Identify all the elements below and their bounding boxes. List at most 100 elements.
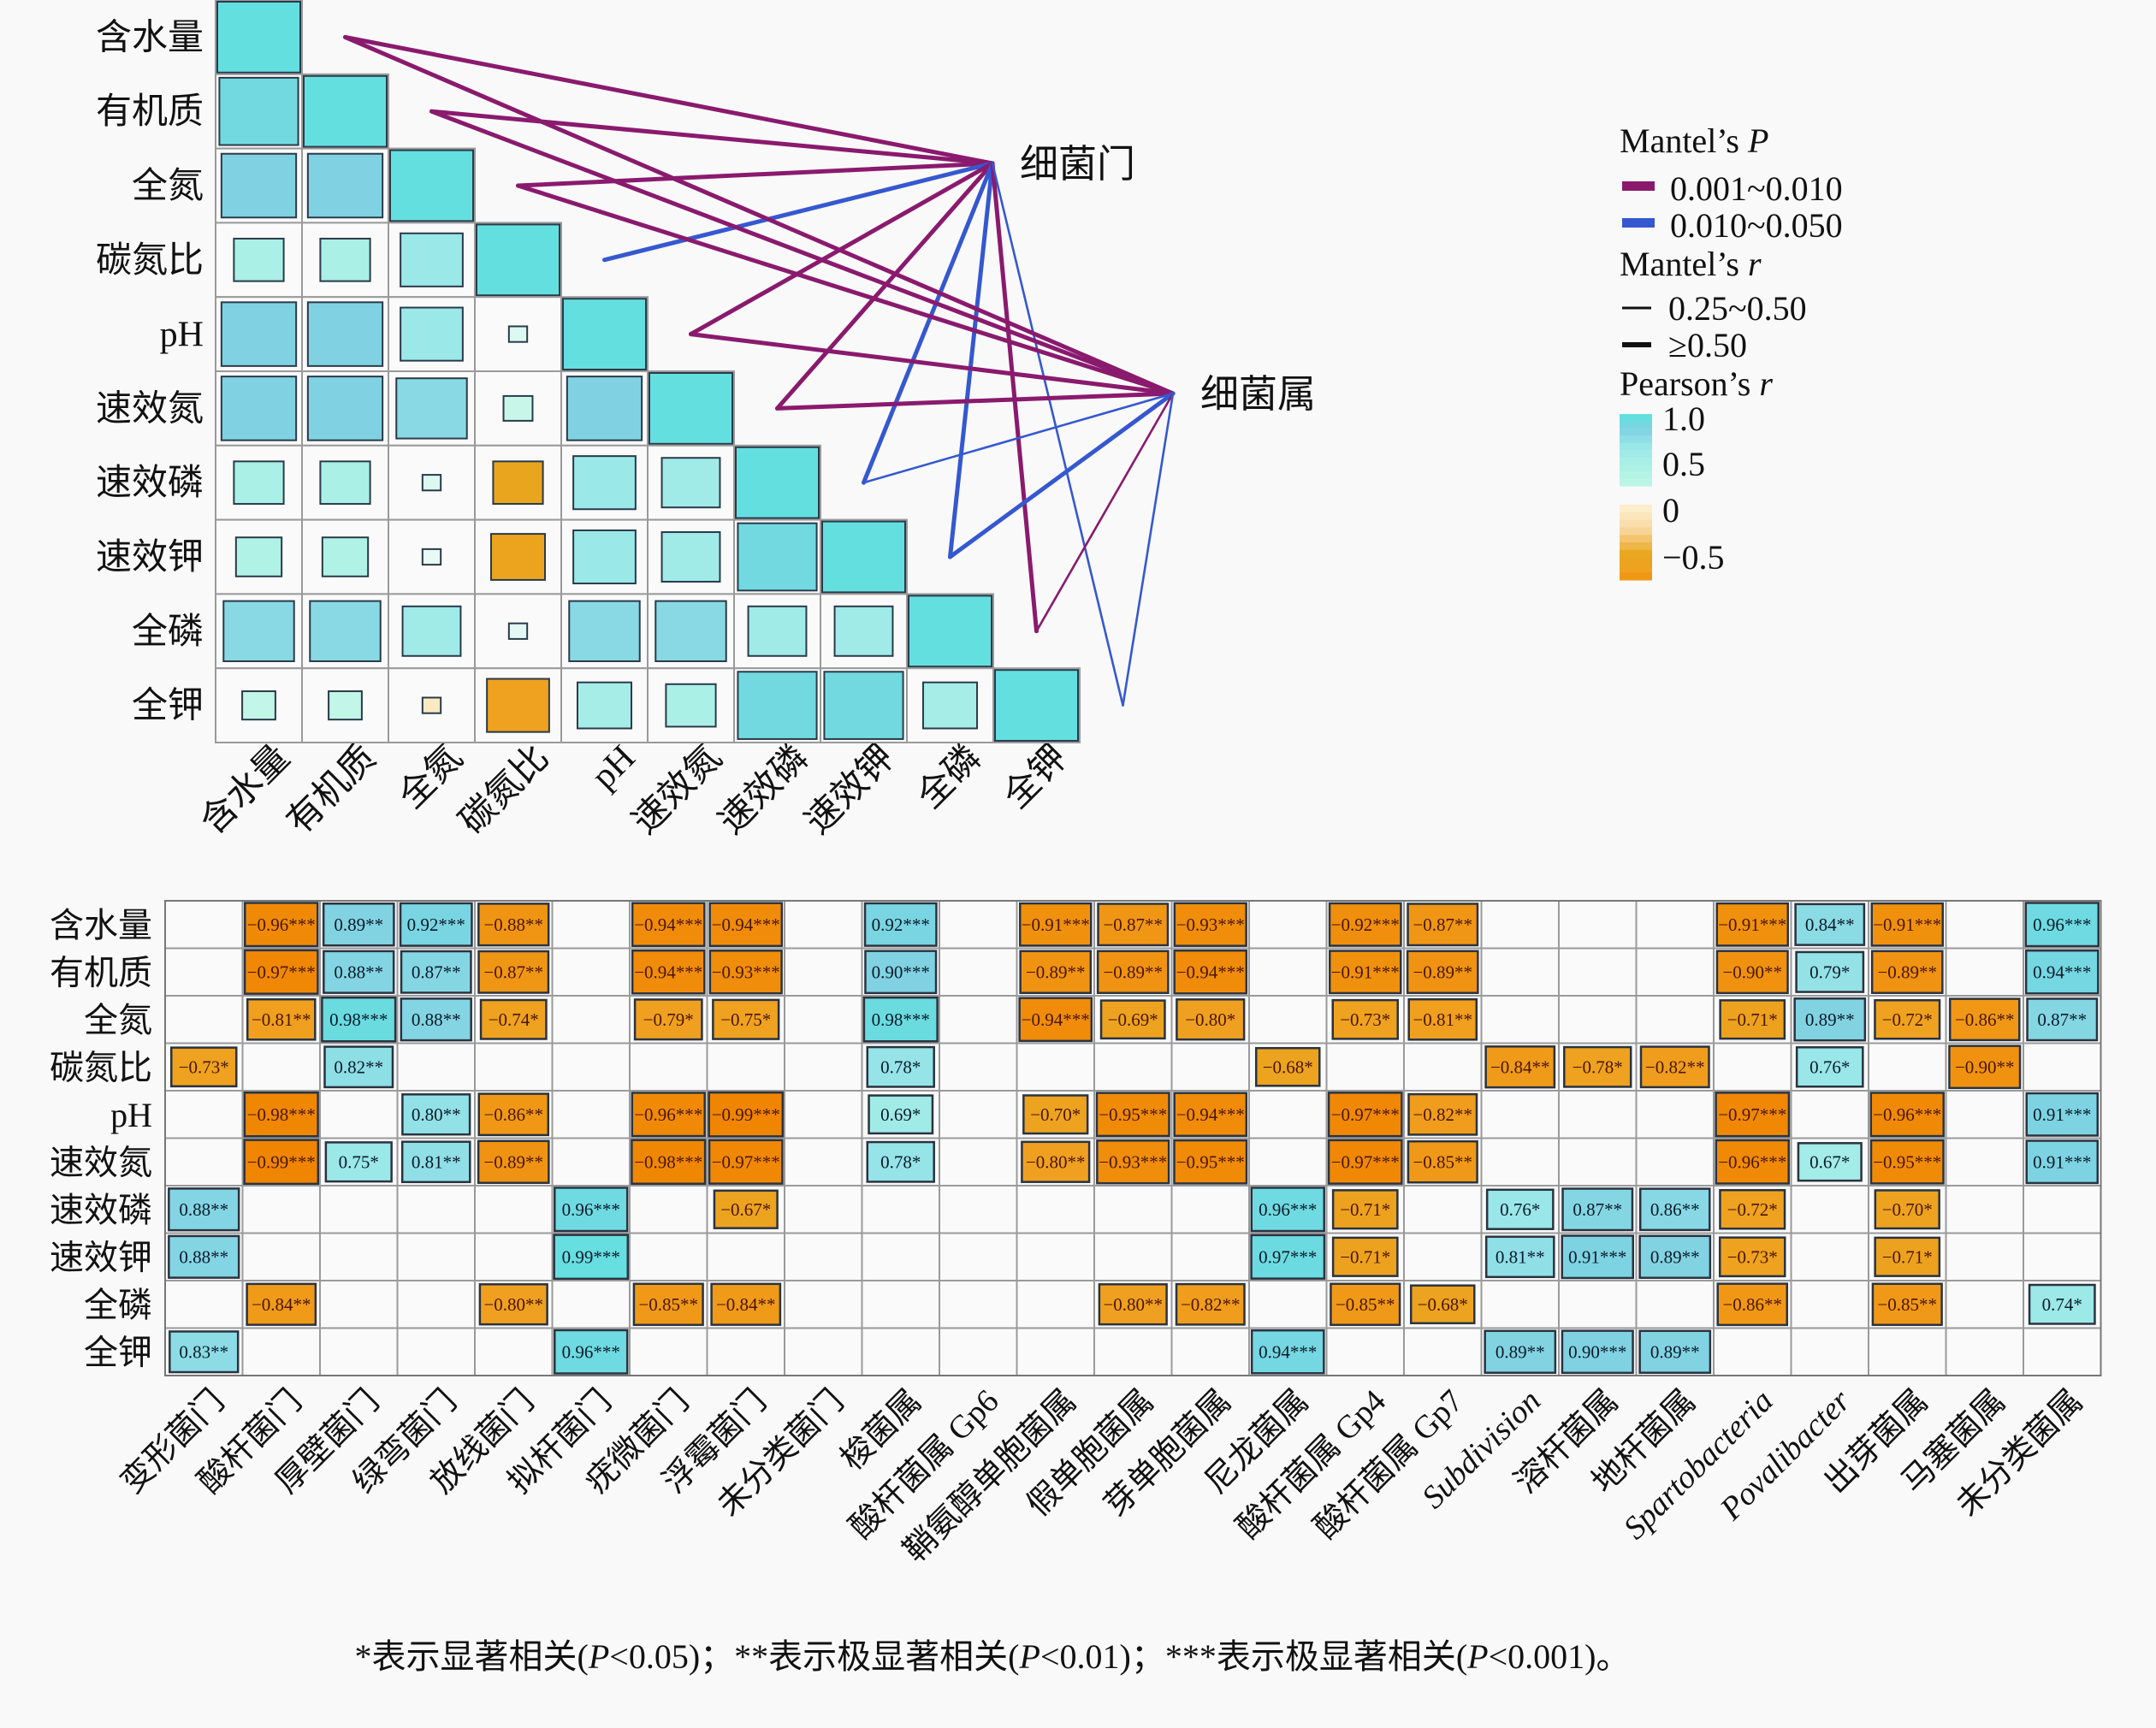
mantel-link-line [689,332,1176,396]
correlation-value: −0.94*** [1176,962,1245,982]
correlation-cell [631,1092,706,1138]
correlation-value: 0.69* [880,1104,921,1125]
correlation-value: 0.82** [334,1056,383,1077]
grid-cell [706,1042,785,1092]
correlation-square [486,678,550,733]
correlation-square [234,536,283,577]
grid-cell [1558,1090,1638,1139]
mantel-link-line [516,161,995,188]
legend-color-scale [1620,549,1652,559]
correlation-cell [477,1139,550,1184]
mantel-source-label: 细菌属 [1200,373,1316,416]
legend-r-label: ≥0.50 [1668,326,1747,364]
row-label: 碳氮比 [50,1048,152,1086]
legend-color-scale [1620,421,1652,429]
correlation-cell [1173,902,1247,947]
grid-cell [396,1280,476,1329]
grid-cell [396,1185,476,1234]
correlation-square [568,600,641,662]
grid-cell [241,1042,321,1092]
correlation-cell [708,902,784,948]
correlation-cell [1874,1189,1940,1230]
grid-cell [241,1185,321,1234]
correlation-value: 0.88** [179,1199,228,1220]
correlation-value: 0.89** [1650,1341,1700,1362]
correlation-cell [1409,1284,1476,1325]
correlation-value: −0.96*** [247,914,316,935]
correlation-value: −0.84** [716,1294,776,1315]
grid-cell [1480,1280,1560,1329]
grid-cell [1248,1090,1328,1139]
row-label: 全钾 [132,686,204,726]
column-label: 速效磷 [712,738,816,843]
legend-color-scale [1620,471,1652,480]
correlation-value: −0.73* [1727,1246,1778,1267]
grid-cell [1790,1090,1869,1139]
correlation-value: −0.80** [483,1294,543,1315]
correlation-value: −0.97*** [1331,1151,1400,1172]
taxa-correlation-heatmap: 含水量有机质全氮碳氮比pH速效氮速效磷速效钾全磷全钾变形菌门酸杆菌门厚壁菌门绿弯… [50,900,2102,1569]
correlation-cell [1874,1236,1941,1277]
correlation-value: 0.91*** [2033,1151,2091,1172]
correlation-value: −0.89** [1413,962,1472,982]
legend-color-scale [1620,464,1652,472]
correlation-value: −0.98*** [634,1151,702,1172]
grid-cell [164,1090,244,1139]
correlation-value: −0.78* [1573,1056,1623,1077]
correlation-value: 0.94*** [2033,962,2091,982]
grid-cell [1945,1327,2024,1376]
grid-cell [1248,900,1328,950]
grid-cell [1248,1137,1328,1187]
grid-cell [551,1090,631,1139]
legend-title-text: Mantel’s [1620,121,1739,160]
correlation-value: −0.96*** [1718,1151,1786,1172]
correlation-value: −0.73* [179,1056,229,1077]
row-label: 碳氮比 [96,241,204,281]
grid-cell [1248,1280,1328,1329]
correlation-value: −0.95*** [1176,1151,1245,1172]
correlation-square [507,622,529,640]
correlation-cell [1561,1234,1634,1280]
grid-cell [551,947,631,997]
column-label: 速效氮 [625,738,730,843]
grid-cell [939,1232,1018,1281]
footnote-symbol: P [588,1637,609,1676]
correlation-cell [1175,1282,1246,1326]
grid-cell [551,1280,631,1329]
grid-cell [939,1280,1018,1329]
correlation-square [665,683,717,728]
grid-cell [1170,1232,1250,1281]
correlation-value: 0.86** [1650,1199,1700,1220]
grid-cell [1325,1327,1405,1376]
correlation-cell [1869,1139,1945,1185]
correlation-cell [1331,1189,1399,1230]
correlation-cell [1795,1046,1864,1088]
correlation-value: 0.89** [1805,1009,1855,1030]
row-label: 含水量 [96,18,204,57]
correlation-cell [1484,1329,1557,1374]
correlation-value: 0.81** [1496,1246,1545,1267]
column-label: 有机质 [280,738,384,843]
correlation-cell [477,902,550,947]
grid-cell [1093,1327,1173,1376]
mantel-link-line [991,162,1124,707]
column-label: pH [584,738,643,797]
correlation-value: −0.90** [1722,962,1782,982]
correlation-value: −0.85** [638,1294,698,1315]
correlation-square [921,681,979,730]
grid-cell [861,1327,940,1376]
grid-cell [1558,900,1638,950]
correlation-square [328,690,363,721]
column-label: 全磷 [909,737,989,817]
correlation-cell [323,950,395,994]
correlation-cell [1715,950,1789,995]
row-label: 速效磷 [96,464,204,503]
correlation-cell [1254,1046,1321,1087]
grid-cell [1635,995,1715,1044]
correlation-value: 0.96*** [562,1199,620,1220]
row-label: 全钾 [84,1333,152,1371]
correlation-value: −0.87** [483,962,543,982]
correlation-value: −0.89** [1103,962,1163,982]
correlation-value: −0.71* [1340,1246,1390,1267]
correlation-value: −0.90** [1955,1056,2015,1077]
